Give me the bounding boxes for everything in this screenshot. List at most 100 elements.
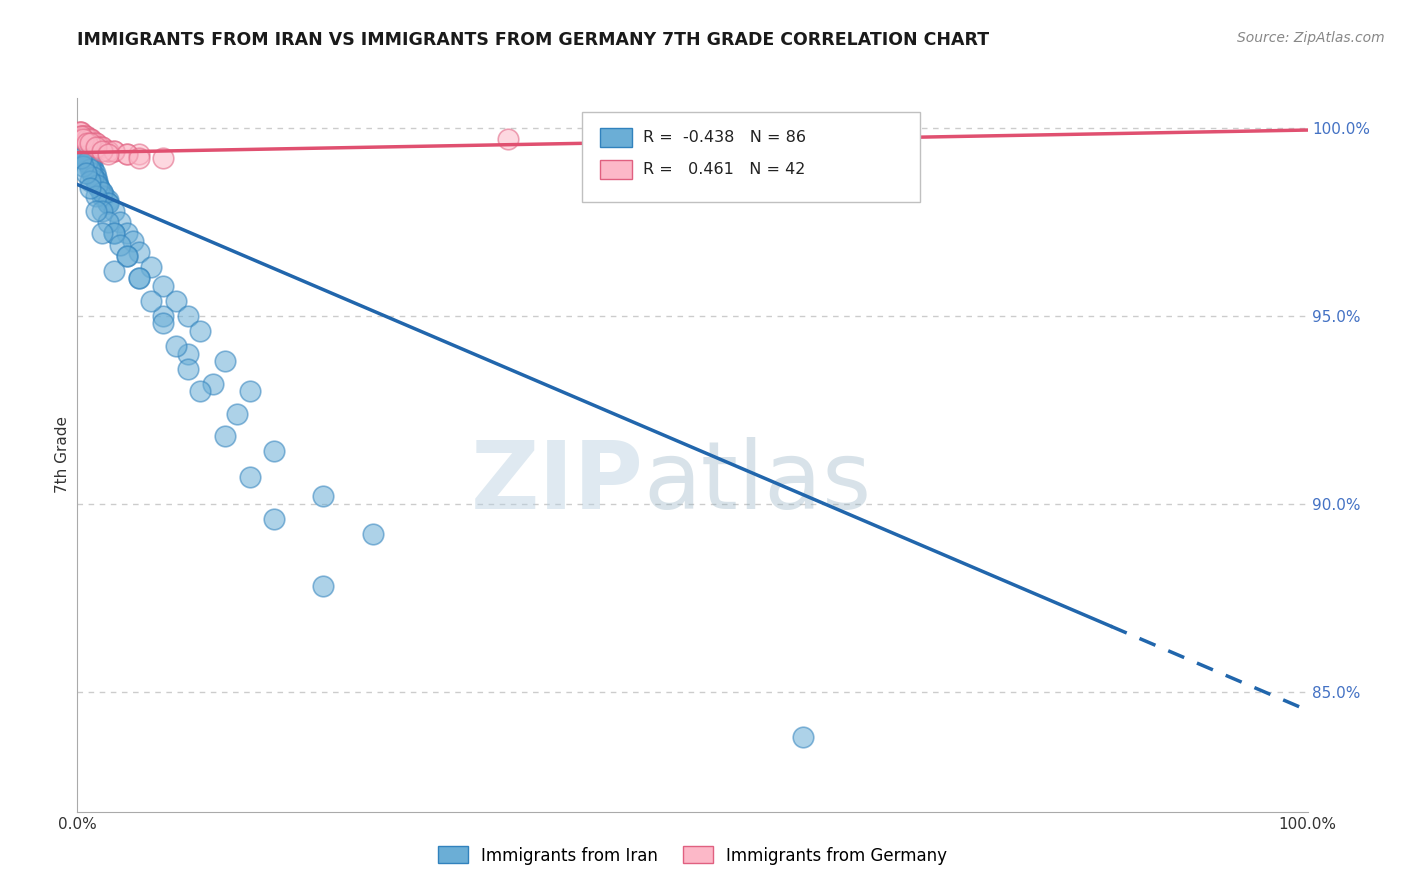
FancyBboxPatch shape: [600, 128, 633, 146]
Point: [226, 407, 249, 421]
Point: [70, 128, 93, 143]
Point: [115, 147, 138, 161]
Point: [79, 159, 101, 173]
Point: [312, 489, 335, 503]
Point: [141, 293, 163, 308]
Point: [72, 128, 94, 143]
Point: [152, 309, 174, 323]
Point: [190, 324, 212, 338]
Point: [86, 174, 108, 188]
Point: [77, 151, 100, 165]
Point: [80, 159, 103, 173]
Point: [77, 132, 100, 146]
Point: [72, 159, 94, 173]
Point: [97, 193, 120, 207]
Point: [90, 185, 114, 199]
Point: [72, 140, 94, 154]
Point: [201, 376, 224, 391]
Point: [93, 188, 115, 202]
Legend: Immigrants from Iran, Immigrants from Germany: Immigrants from Iran, Immigrants from Ge…: [432, 839, 953, 871]
Point: [103, 227, 125, 241]
Point: [177, 346, 200, 360]
Point: [165, 293, 187, 308]
Point: [82, 136, 104, 151]
Point: [70, 125, 93, 139]
Point: [866, 132, 889, 146]
Point: [82, 162, 104, 177]
Point: [79, 132, 101, 146]
Point: [239, 384, 262, 398]
Text: IMMIGRANTS FROM IRAN VS IMMIGRANTS FROM GERMANY 7TH GRADE CORRELATION CHART: IMMIGRANTS FROM IRAN VS IMMIGRANTS FROM …: [77, 31, 990, 49]
Point: [70, 136, 93, 151]
Point: [82, 159, 104, 173]
Point: [79, 162, 101, 177]
Point: [79, 155, 101, 169]
Point: [75, 151, 97, 165]
Point: [89, 140, 111, 154]
Point: [84, 203, 107, 218]
Point: [73, 144, 96, 158]
Point: [72, 132, 94, 146]
Point: [84, 136, 107, 151]
Point: [84, 140, 107, 154]
FancyBboxPatch shape: [600, 161, 633, 178]
Point: [69, 128, 91, 143]
Point: [97, 144, 120, 158]
Text: R =  -0.438   N = 86: R = -0.438 N = 86: [644, 130, 806, 145]
Point: [115, 249, 138, 263]
Point: [79, 181, 101, 195]
Point: [79, 136, 101, 151]
Point: [76, 155, 98, 169]
Point: [84, 136, 107, 151]
Point: [165, 339, 187, 353]
Point: [89, 181, 111, 195]
Point: [121, 234, 143, 248]
Point: [190, 384, 212, 398]
Point: [73, 128, 96, 143]
Point: [90, 227, 114, 241]
Text: Source: ZipAtlas.com: Source: ZipAtlas.com: [1237, 31, 1385, 45]
FancyBboxPatch shape: [582, 112, 920, 202]
Point: [103, 144, 125, 158]
Point: [214, 429, 236, 443]
Point: [86, 178, 108, 192]
Point: [76, 132, 98, 146]
Point: [152, 151, 174, 165]
Point: [110, 215, 132, 229]
Point: [152, 279, 174, 293]
Point: [82, 136, 104, 151]
Point: [97, 196, 120, 211]
Point: [70, 128, 93, 143]
Point: [90, 144, 114, 158]
Point: [70, 151, 93, 165]
Y-axis label: 7th Grade: 7th Grade: [55, 417, 70, 493]
Point: [128, 147, 150, 161]
Point: [76, 132, 98, 146]
Point: [97, 144, 120, 158]
Point: [103, 264, 125, 278]
Text: ZIP: ZIP: [471, 437, 644, 530]
Point: [80, 132, 103, 146]
Point: [141, 260, 163, 274]
Point: [103, 203, 125, 218]
Point: [72, 144, 94, 158]
Point: [90, 203, 114, 218]
Point: [103, 144, 125, 158]
Point: [73, 128, 96, 143]
Point: [70, 132, 93, 146]
Point: [75, 128, 97, 143]
Point: [239, 470, 262, 484]
Point: [76, 147, 98, 161]
Text: R =   0.461   N = 42: R = 0.461 N = 42: [644, 162, 806, 177]
Point: [79, 132, 101, 146]
Point: [82, 166, 104, 180]
Point: [69, 125, 91, 139]
Point: [792, 730, 814, 744]
Point: [128, 151, 150, 165]
Point: [90, 140, 114, 154]
Point: [84, 169, 107, 184]
Point: [75, 166, 97, 180]
Point: [70, 136, 93, 151]
Point: [177, 361, 200, 376]
Point: [263, 512, 285, 526]
